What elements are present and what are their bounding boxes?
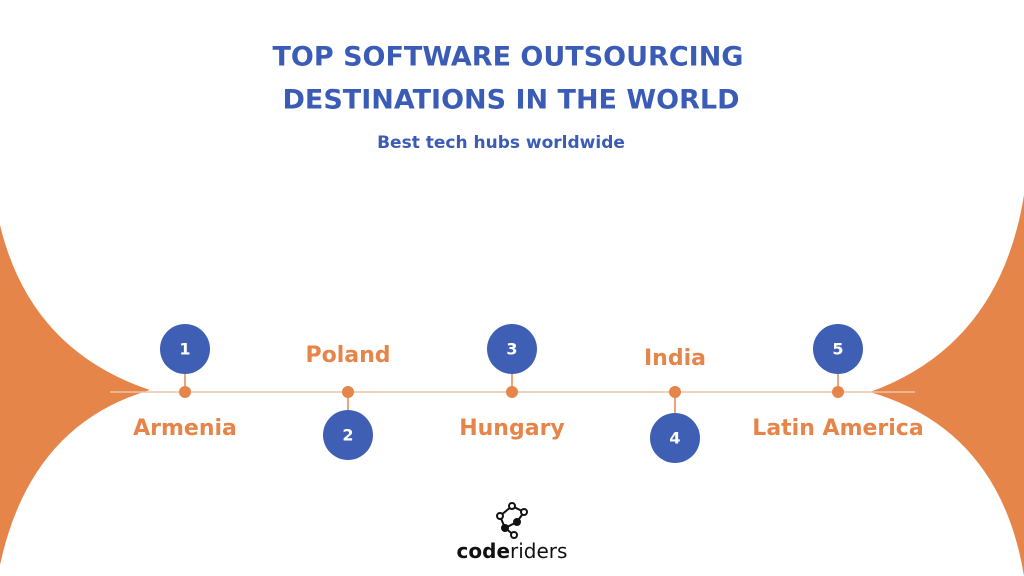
rank-badge [160, 324, 210, 374]
destination-label: Poland [305, 343, 390, 368]
timeline-items: 1 Armenia 2 Poland 3 Hungary 4 India 5 Latin Amer… [133, 324, 924, 463]
rank-badge [487, 324, 537, 374]
rank-number: 4 [669, 429, 680, 448]
title-line: DESTINATIONS IN THE WORLD [282, 85, 739, 116]
rank-badge [323, 410, 373, 460]
timeline-dot [179, 386, 191, 398]
timeline-dot [342, 386, 354, 398]
logo-icon [496, 502, 528, 539]
rank-number: 3 [506, 340, 517, 359]
logo-light: riders [510, 539, 567, 563]
destination-label: Hungary [459, 416, 565, 441]
rank-number: 1 [179, 340, 190, 359]
timeline-dot [832, 386, 844, 398]
left-decoration [0, 225, 150, 565]
logo-text: coderiders [457, 539, 568, 563]
subtitle: Best tech hubs worldwide [377, 133, 625, 153]
destination-label: Latin America [752, 416, 923, 441]
timeline-dot [669, 386, 681, 398]
rank-badge [650, 413, 700, 463]
rank-badge [813, 324, 863, 374]
timeline-dot [506, 386, 518, 398]
rank-number: 2 [342, 426, 353, 445]
destination-label: Armenia [133, 416, 237, 441]
right-decoration [870, 195, 1024, 576]
rank-number: 5 [832, 340, 843, 359]
destination-label: India [644, 346, 706, 371]
title-line: TOP SOFTWARE OUTSOURCING [273, 42, 744, 73]
logo-bold: code [457, 539, 510, 563]
